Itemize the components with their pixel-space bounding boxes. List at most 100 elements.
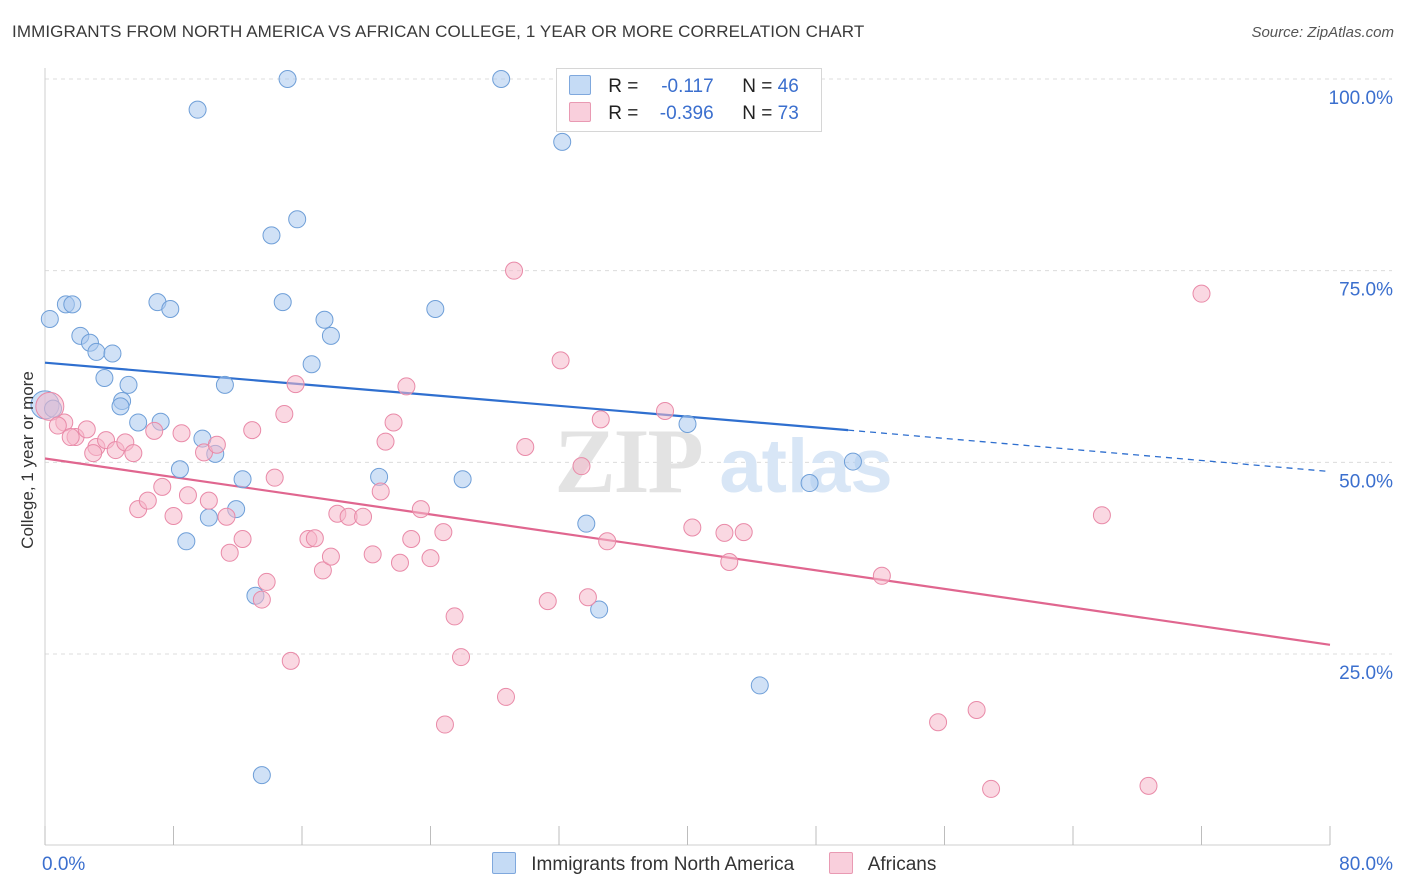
chart-title: IMMIGRANTS FROM NORTH AMERICA VS AFRICAN… (12, 22, 865, 41)
data-point-series1 (252, 766, 271, 785)
data-point-series2 (61, 428, 80, 447)
data-point-series1 (215, 375, 234, 394)
data-point-series2 (275, 405, 294, 424)
data-point-series1 (199, 508, 218, 527)
stats-row-series1: R = -0.117 N = 46 (569, 75, 799, 99)
data-point-series2 (281, 651, 300, 670)
data-point-series2 (35, 391, 65, 421)
data-point-series2 (397, 377, 416, 396)
data-point-series2 (452, 648, 471, 667)
stats-r-label-1: R = (608, 76, 639, 97)
watermark: ZIP atlas (554, 410, 892, 512)
data-point-series1 (553, 132, 572, 151)
y-tick-label: 50.0% (1339, 471, 1393, 492)
stats-n-label-2: N = (742, 103, 773, 124)
stats-box: R = -0.117 N = 46 R = -0.396 N = 73 (556, 68, 822, 132)
data-point-series1 (170, 460, 189, 479)
legend-item-series2[interactable]: Africans (829, 852, 936, 876)
data-point-series2 (313, 561, 332, 580)
data-point-series2 (516, 438, 535, 456)
stats-r-value-2: -0.396 (659, 103, 714, 124)
data-point-series2 (145, 421, 164, 440)
data-points (30, 70, 1211, 798)
data-point-series2 (371, 482, 390, 501)
data-point-series2 (48, 416, 67, 435)
data-point-series1 (492, 70, 511, 88)
data-point-series1 (750, 676, 769, 695)
data-point-series1 (288, 210, 307, 229)
data-point-series2 (929, 713, 948, 732)
data-point-series2 (252, 590, 271, 609)
data-point-series2 (77, 420, 96, 439)
trend-line-extension-series1 (848, 429, 1331, 473)
data-point-series2 (124, 444, 143, 463)
data-point-series1 (426, 300, 445, 318)
data-point-series1 (87, 342, 106, 361)
data-point-series2 (363, 545, 382, 564)
trend-lines (44, 361, 1331, 646)
x-tick-label: 80.0% (1339, 854, 1393, 875)
data-point-series2 (265, 468, 284, 487)
data-point-series2 (286, 375, 305, 394)
data-point-series1 (119, 375, 138, 394)
data-point-series1 (103, 344, 122, 363)
data-point-series2 (243, 421, 262, 440)
data-point-series2 (578, 588, 597, 607)
x-tick-label: 0.0% (42, 854, 85, 875)
chart-source: Source: ZipAtlas.com (1251, 24, 1394, 41)
data-point-series2 (421, 549, 440, 568)
data-point-series1 (188, 100, 207, 119)
data-point-series2 (572, 457, 591, 476)
stats-swatch-series2 (569, 102, 591, 122)
data-point-series2 (591, 410, 610, 429)
data-point-series1 (302, 355, 321, 374)
legend-item-series1[interactable]: Immigrants from North America (492, 852, 794, 876)
data-point-series2 (1139, 776, 1158, 795)
data-point-series2 (220, 543, 239, 562)
data-point-series1 (233, 470, 252, 489)
legend-label-series2: Africans (867, 854, 937, 875)
data-point-series2 (734, 523, 753, 542)
data-point-series2 (982, 779, 1001, 798)
axes (44, 68, 1331, 846)
data-point-series1 (273, 293, 292, 312)
y-tick-label: 75.0% (1339, 280, 1393, 301)
data-point-series2 (715, 523, 734, 542)
legend: Immigrants from North America Africans (492, 852, 966, 876)
data-point-series2 (376, 432, 395, 451)
stats-n-value-1: 46 (777, 76, 799, 97)
data-point-series2 (598, 532, 617, 551)
data-point-series2 (411, 500, 430, 519)
data-point-series1 (95, 369, 114, 387)
data-point-series1 (678, 415, 697, 433)
data-point-series2 (683, 518, 702, 537)
data-point-series1 (577, 514, 596, 533)
data-point-series1 (129, 413, 148, 432)
data-point-series2 (233, 530, 252, 548)
data-point-series2 (551, 351, 570, 370)
data-point-series2 (153, 477, 172, 496)
y-tick-label: 25.0% (1339, 663, 1393, 684)
data-point-series1 (800, 474, 819, 493)
data-point-series2 (656, 401, 675, 420)
watermark-atlas: atlas (719, 424, 892, 509)
stats-n-value-2: 73 (777, 103, 799, 124)
legend-swatch-series2 (829, 852, 854, 874)
stats-row-series2: R = -0.396 N = 73 (569, 102, 799, 126)
gridlines (45, 78, 1392, 655)
data-point-series2 (172, 424, 191, 443)
data-point-series2 (138, 491, 157, 510)
data-point-series1 (321, 326, 340, 345)
legend-label-series1: Immigrants from North America (531, 854, 795, 875)
data-point-series1 (262, 226, 281, 245)
data-point-series2 (257, 572, 276, 591)
stats-n-label-1: N = (742, 76, 773, 97)
data-point-series2 (505, 261, 524, 280)
data-point-series2 (967, 700, 986, 719)
data-point-series2 (496, 687, 515, 706)
data-point-series1 (161, 300, 180, 318)
trend-line-series1 (44, 361, 849, 432)
data-point-series2 (217, 507, 236, 526)
data-point-series2 (199, 491, 218, 510)
